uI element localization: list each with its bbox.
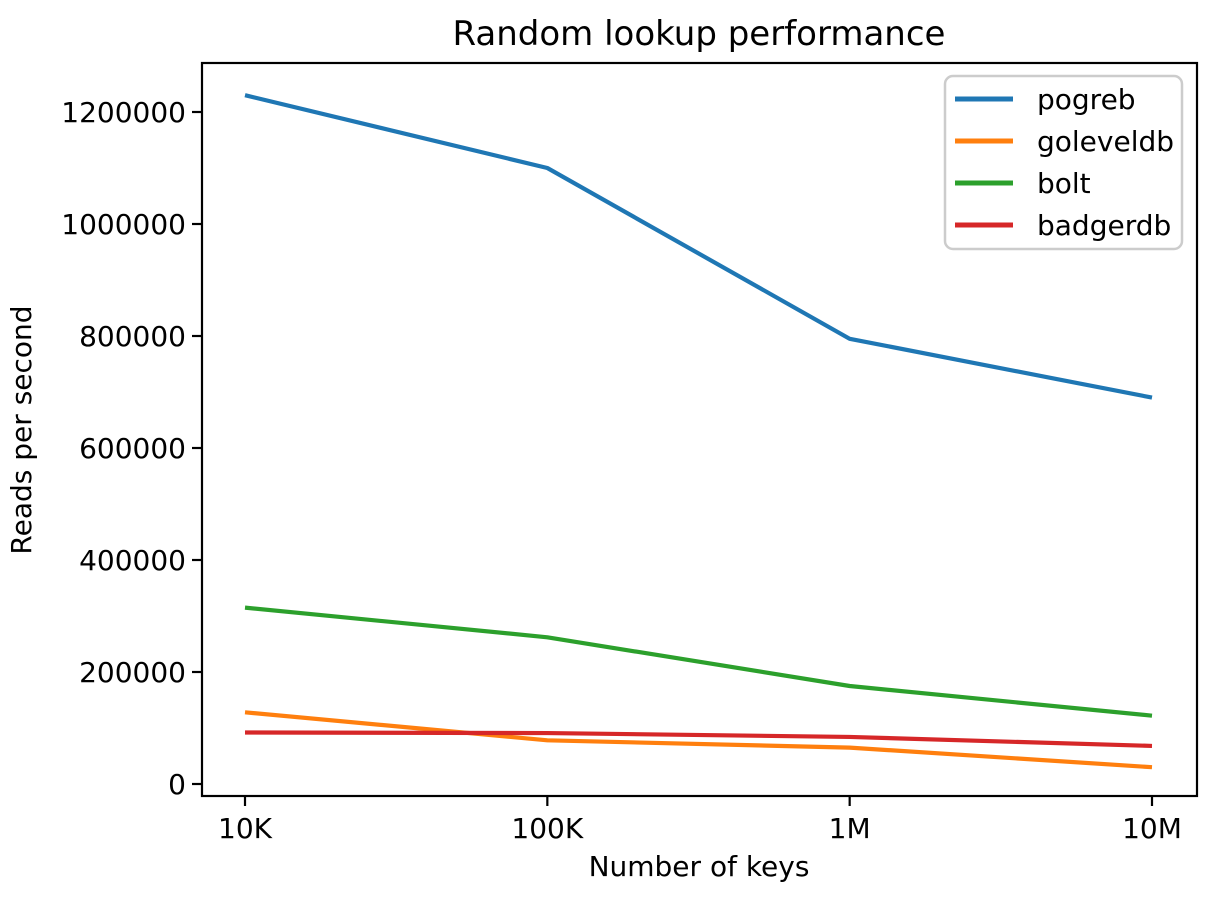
plot-border [200,61,1199,798]
y-tick-label: 200000 [79,656,186,689]
y-tick-label: 600000 [79,432,186,465]
series-line-pogreb [244,93,1153,400]
legend-label-pogreb: pogreb [1037,83,1136,116]
series-line-goleveldb [244,710,1153,770]
y-tick-label: 1000000 [61,208,186,241]
legend-label-goleveldb: goleveldb [1037,125,1174,158]
y-axis-label: Reads per second [5,305,38,554]
x-tick-label: 1M [829,812,871,845]
series-line-badgerdb [244,730,1153,749]
y-tick-label: 0 [168,768,186,801]
series-line-bolt [244,605,1153,718]
legend-label-bolt: bolt [1037,167,1091,200]
y-tick-label: 1200000 [61,96,186,129]
legend: pogreb goleveldb bolt badgerdb [943,74,1184,251]
x-tick-label: 10M [1122,812,1182,845]
x-axis-label: Number of keys [589,850,810,883]
y-tick-label: 400000 [79,544,186,577]
x-tick-label: 100K [511,812,583,845]
series-group [244,93,1153,770]
x-tick-label: 10K [218,812,273,845]
axes-group: 0 200000 400000 600000 800000 1000000 1200000 1… [61,61,1199,845]
legend-label-badgerdb: badgerdb [1037,209,1171,242]
y-tick-label: 800000 [79,320,186,353]
legend-box [943,74,1184,251]
chart-title: Random lookup performance [453,14,946,54]
